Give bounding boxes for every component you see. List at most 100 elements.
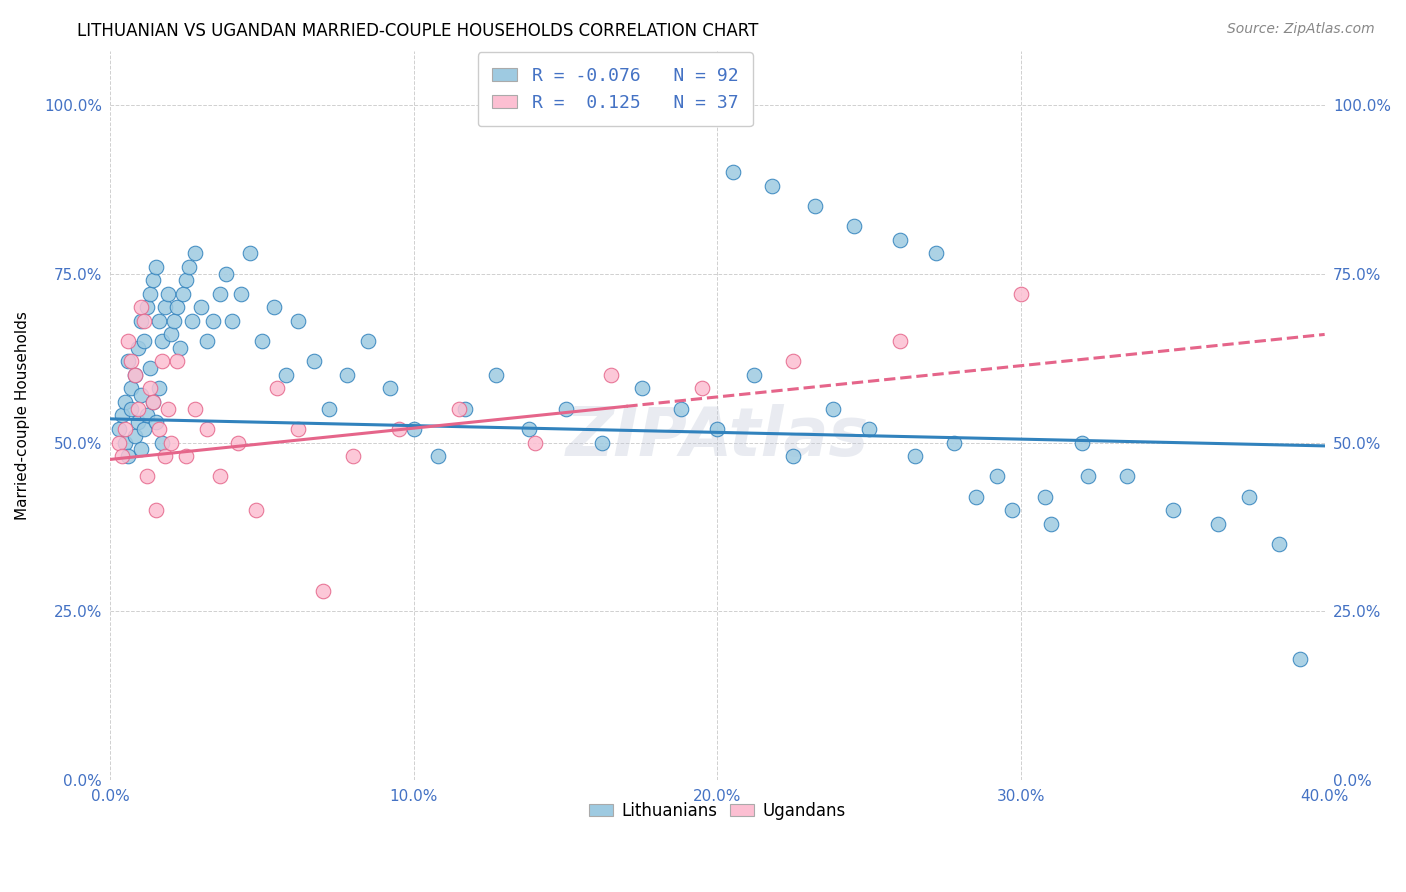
Point — [591, 435, 613, 450]
Point — [135, 409, 157, 423]
Point — [129, 314, 152, 328]
Point — [195, 422, 218, 436]
Point — [1040, 516, 1063, 531]
Point — [108, 435, 131, 450]
Point — [239, 246, 262, 260]
Point — [127, 341, 149, 355]
Point — [1208, 516, 1230, 531]
Point — [250, 334, 273, 348]
Point — [1289, 651, 1312, 665]
Point — [132, 422, 155, 436]
Point — [121, 382, 143, 396]
Point — [124, 368, 146, 382]
Point — [156, 286, 179, 301]
Point — [342, 449, 364, 463]
Point — [121, 354, 143, 368]
Y-axis label: Married-couple Households: Married-couple Households — [15, 311, 30, 520]
Point — [208, 286, 231, 301]
Legend: Lithuanians, Ugandans: Lithuanians, Ugandans — [583, 796, 852, 827]
Point — [169, 341, 191, 355]
Point — [156, 401, 179, 416]
Point — [163, 314, 186, 328]
Point — [318, 401, 340, 416]
Point — [138, 382, 160, 396]
Point — [114, 395, 136, 409]
Point — [153, 449, 176, 463]
Point — [782, 354, 804, 368]
Text: Source: ZipAtlas.com: Source: ZipAtlas.com — [1227, 22, 1375, 37]
Point — [287, 314, 309, 328]
Point — [214, 267, 236, 281]
Point — [336, 368, 359, 382]
Point — [690, 382, 713, 396]
Point — [135, 301, 157, 315]
Point — [889, 334, 911, 348]
Point — [1070, 435, 1092, 450]
Point — [181, 314, 204, 328]
Point — [145, 260, 167, 274]
Point — [150, 354, 173, 368]
Point — [803, 199, 825, 213]
Point — [148, 422, 170, 436]
Point — [721, 165, 744, 179]
Point — [127, 401, 149, 416]
Point — [229, 286, 252, 301]
Point — [742, 368, 765, 382]
Point — [121, 401, 143, 416]
Point — [174, 273, 197, 287]
Point — [388, 422, 411, 436]
Point — [1161, 503, 1184, 517]
Point — [195, 334, 218, 348]
Point — [454, 401, 477, 416]
Point — [554, 401, 576, 416]
Point — [129, 442, 152, 457]
Point — [1033, 490, 1056, 504]
Point — [821, 401, 844, 416]
Point — [266, 382, 288, 396]
Point — [150, 435, 173, 450]
Point — [858, 422, 880, 436]
Point — [153, 301, 176, 315]
Point — [114, 422, 136, 436]
Point — [135, 469, 157, 483]
Point — [449, 401, 471, 416]
Point — [160, 327, 183, 342]
Point — [124, 429, 146, 443]
Point — [172, 286, 194, 301]
Point — [190, 301, 212, 315]
Point — [357, 334, 380, 348]
Point — [142, 273, 165, 287]
Point — [138, 286, 160, 301]
Point — [925, 246, 948, 260]
Point — [287, 422, 309, 436]
Point — [179, 260, 201, 274]
Point — [761, 178, 783, 193]
Point — [208, 469, 231, 483]
Point — [1010, 286, 1032, 301]
Point — [132, 334, 155, 348]
Point — [129, 388, 152, 402]
Point — [117, 334, 139, 348]
Point — [145, 503, 167, 517]
Point — [1268, 537, 1291, 551]
Point — [114, 435, 136, 450]
Point — [302, 354, 325, 368]
Point — [226, 435, 249, 450]
Point — [312, 584, 335, 599]
Point — [117, 449, 139, 463]
Point — [402, 422, 425, 436]
Point — [524, 435, 547, 450]
Point — [630, 382, 652, 396]
Point — [166, 301, 188, 315]
Point — [148, 382, 170, 396]
Point — [669, 401, 692, 416]
Point — [111, 409, 134, 423]
Point — [943, 435, 966, 450]
Point — [132, 314, 155, 328]
Point — [600, 368, 623, 382]
Point — [138, 361, 160, 376]
Point — [378, 382, 401, 396]
Point — [160, 435, 183, 450]
Point — [221, 314, 243, 328]
Point — [517, 422, 540, 436]
